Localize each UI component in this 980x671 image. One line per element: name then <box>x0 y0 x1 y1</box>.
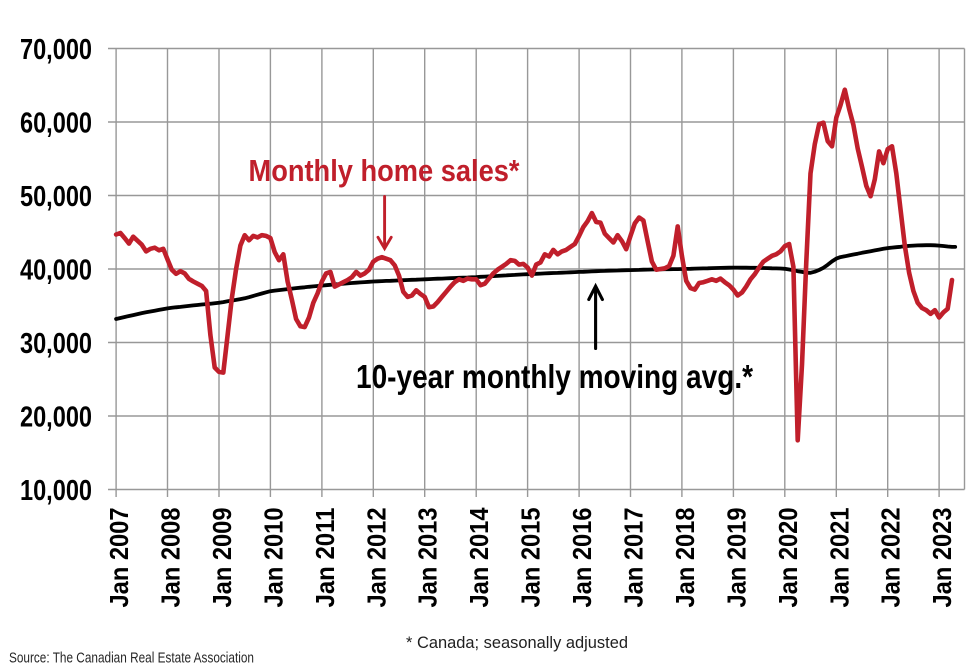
svg-text:Jan 2022: Jan 2022 <box>876 508 906 608</box>
svg-text:Jan 2010: Jan 2010 <box>258 508 288 608</box>
svg-text:Jan 2021: Jan 2021 <box>824 508 854 608</box>
svg-text:Jan 2009: Jan 2009 <box>207 508 237 608</box>
svg-text:60,000: 60,000 <box>20 107 92 139</box>
svg-text:10,000: 10,000 <box>20 475 92 507</box>
svg-text:30,000: 30,000 <box>20 328 92 360</box>
svg-text:Jan 2016: Jan 2016 <box>567 508 597 608</box>
svg-text:Jan 2018: Jan 2018 <box>670 508 700 608</box>
svg-text:Jan 2011: Jan 2011 <box>310 508 340 608</box>
svg-text:Jan 2014: Jan 2014 <box>464 507 494 607</box>
svg-text:Jan 2017: Jan 2017 <box>619 508 649 608</box>
svg-text:70,000: 70,000 <box>20 34 92 66</box>
svg-text:Jan 2023: Jan 2023 <box>927 508 957 608</box>
svg-text:Jan 2019: Jan 2019 <box>721 508 751 608</box>
svg-text:Jan 2015: Jan 2015 <box>516 508 546 608</box>
svg-text:10-year monthly moving avg.*: 10-year monthly moving avg.* <box>356 358 753 395</box>
svg-text:* Canada; seasonally adjusted: * Canada; seasonally adjusted <box>406 633 628 652</box>
svg-text:Source: The Canadian Real Esta: Source: The Canadian Real Estate Associa… <box>9 650 254 667</box>
svg-text:Jan 2008: Jan 2008 <box>156 508 186 608</box>
svg-text:20,000: 20,000 <box>20 401 92 433</box>
svg-text:Jan 2020: Jan 2020 <box>773 508 803 608</box>
svg-text:40,000: 40,000 <box>20 254 92 286</box>
svg-text:Jan 2013: Jan 2013 <box>413 508 443 608</box>
svg-text:Jan 2007: Jan 2007 <box>104 508 134 608</box>
svg-text:50,000: 50,000 <box>20 181 92 213</box>
svg-text:Jan 2012: Jan 2012 <box>361 508 391 608</box>
svg-text:Monthly home sales*: Monthly home sales* <box>249 154 520 188</box>
